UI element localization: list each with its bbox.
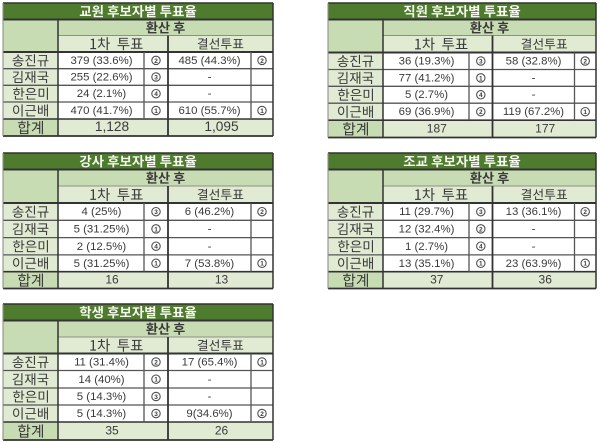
svg-text:2: 2 <box>479 226 483 233</box>
svg-text:1: 1 <box>260 108 264 115</box>
svg-text:5 (14.3%): 5 (14.3%) <box>77 391 127 403</box>
svg-text:16: 16 <box>105 273 119 287</box>
svg-text:2: 2 <box>583 209 587 216</box>
svg-text:-: - <box>208 391 212 403</box>
svg-text:3: 3 <box>154 209 158 216</box>
svg-text:7 (53.8%): 7 (53.8%) <box>185 258 235 270</box>
svg-text:-: - <box>208 88 212 100</box>
svg-text:1: 1 <box>479 261 483 268</box>
svg-text:1: 1 <box>154 261 158 268</box>
svg-text:2: 2 <box>479 109 483 116</box>
svg-text:2: 2 <box>260 209 264 216</box>
svg-text:1,128: 1,128 <box>95 119 130 134</box>
svg-text:-: - <box>532 89 536 101</box>
svg-text:9(34.6%): 9(34.6%) <box>186 408 232 420</box>
svg-text:119 (67.2%): 119 (67.2%) <box>503 106 564 118</box>
svg-text:77 (41.2%): 77 (41.2%) <box>399 72 455 84</box>
svg-text:255 (22.6%): 255 (22.6%) <box>70 72 132 84</box>
svg-text:1: 1 <box>154 108 158 115</box>
svg-text:3: 3 <box>479 209 483 216</box>
svg-text:470 (41.7%): 470 (41.7%) <box>70 105 132 117</box>
svg-text:6 (46.2%): 6 (46.2%) <box>185 206 235 218</box>
svg-text:11 (31.4%): 11 (31.4%) <box>74 357 129 369</box>
svg-text:4: 4 <box>479 92 483 99</box>
svg-text:5 (31.25%): 5 (31.25%) <box>74 258 130 270</box>
svg-text:2: 2 <box>583 58 587 65</box>
svg-text:485 (44.3%): 485 (44.3%) <box>178 55 240 67</box>
svg-text:17 (65.4%): 17 (65.4%) <box>182 357 238 369</box>
svg-text:58 (32.8%): 58 (32.8%) <box>506 56 562 68</box>
svg-text:-: - <box>532 241 536 253</box>
svg-text:11 (29.7%): 11 (29.7%) <box>399 206 454 218</box>
svg-text:69 (36.9%): 69 (36.9%) <box>399 106 455 118</box>
svg-text:4: 4 <box>154 244 158 251</box>
svg-text:-: - <box>208 72 212 84</box>
svg-text:36: 36 <box>539 273 553 287</box>
svg-text:177: 177 <box>535 121 555 135</box>
svg-text:13 (36.1%): 13 (36.1%) <box>506 206 562 218</box>
svg-text:2: 2 <box>260 411 264 418</box>
svg-text:-: - <box>208 241 212 253</box>
svg-text:13 (35.1%): 13 (35.1%) <box>399 258 455 270</box>
svg-text:379 (33.6%): 379 (33.6%) <box>70 55 132 67</box>
svg-text:5 (14.3%): 5 (14.3%) <box>77 408 127 420</box>
svg-text:36 (19.3%): 36 (19.3%) <box>399 56 455 68</box>
svg-text:12 (32.4%): 12 (32.4%) <box>399 223 455 235</box>
svg-text:1: 1 <box>583 109 587 116</box>
svg-text:1 (2.7%): 1 (2.7%) <box>405 241 448 253</box>
svg-text:4: 4 <box>154 91 158 98</box>
svg-text:26: 26 <box>215 424 229 438</box>
svg-text:187: 187 <box>427 121 447 135</box>
svg-text:610 (55.7%): 610 (55.7%) <box>178 105 240 117</box>
svg-text:1: 1 <box>479 75 483 82</box>
svg-text:3: 3 <box>154 411 158 418</box>
svg-text:2: 2 <box>154 359 158 366</box>
svg-text:1: 1 <box>583 261 587 268</box>
svg-text:-: - <box>208 374 212 386</box>
svg-text:3: 3 <box>479 58 483 65</box>
svg-text:37: 37 <box>430 273 444 287</box>
svg-text:2: 2 <box>154 58 158 65</box>
svg-text:35: 35 <box>105 424 119 438</box>
svg-text:1,095: 1,095 <box>204 119 239 134</box>
svg-text:-: - <box>532 223 536 235</box>
svg-text:14 (40%): 14 (40%) <box>78 374 124 386</box>
svg-text:-: - <box>208 223 212 235</box>
svg-text:2 (12.5%): 2 (12.5%) <box>77 241 127 253</box>
svg-text:2: 2 <box>260 58 264 65</box>
svg-text:4: 4 <box>479 244 483 251</box>
svg-text:5 (2.7%): 5 (2.7%) <box>405 89 448 101</box>
svg-text:1: 1 <box>260 359 264 366</box>
svg-text:13: 13 <box>215 273 229 287</box>
svg-text:24 (2.1%): 24 (2.1%) <box>77 88 127 100</box>
svg-text:3: 3 <box>154 394 158 401</box>
svg-text:5 (31.25%): 5 (31.25%) <box>74 223 130 235</box>
svg-text:1: 1 <box>154 226 158 233</box>
svg-text:23 (63.9%): 23 (63.9%) <box>506 258 562 270</box>
svg-text:1: 1 <box>260 261 264 268</box>
svg-text:1: 1 <box>154 377 158 384</box>
svg-text:3: 3 <box>154 74 158 81</box>
svg-text:4 (25%): 4 (25%) <box>82 206 122 218</box>
svg-text:-: - <box>532 72 536 84</box>
